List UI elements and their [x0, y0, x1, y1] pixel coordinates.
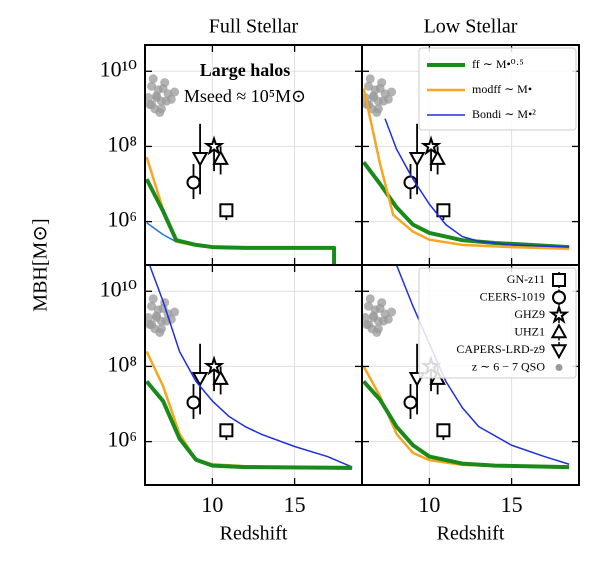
x-tick-label: 10 — [418, 492, 440, 517]
panel-frame — [144, 264, 363, 486]
annotation: Large halos — [200, 60, 291, 80]
qso-point — [147, 100, 157, 110]
legend-label: ff ∼ M•⁰·⁵ — [472, 57, 524, 71]
y-tick-label: 10⁶ — [107, 427, 137, 452]
qso-point — [364, 301, 374, 311]
marker — [219, 203, 234, 218]
marker — [203, 355, 225, 376]
series-line — [395, 265, 570, 465]
qso-point — [147, 301, 157, 311]
series-line — [145, 156, 336, 265]
y-tick-label: 10⁶ — [107, 207, 137, 232]
qso-point — [373, 104, 383, 114]
series-line — [145, 178, 337, 265]
y-tick-label: 10⁸ — [107, 351, 137, 376]
y-tick-label: 10⁸ — [107, 131, 137, 156]
legend-marker — [552, 290, 566, 305]
qso-point — [378, 316, 388, 326]
qso-point — [369, 93, 379, 103]
legend-marker — [552, 273, 566, 287]
marker — [403, 395, 418, 410]
series-line — [362, 380, 570, 470]
marker — [408, 151, 426, 168]
qso-point — [148, 294, 158, 304]
qso-point — [156, 104, 166, 114]
qso-point — [387, 307, 397, 317]
panel-frame — [361, 264, 580, 486]
marker — [420, 135, 442, 156]
marker — [212, 369, 229, 385]
x-tick-label: 15 — [284, 492, 306, 517]
qso-point — [158, 83, 168, 93]
marker — [219, 423, 234, 438]
series-line — [145, 350, 353, 470]
qso-point — [145, 313, 153, 323]
qso-point — [170, 87, 180, 97]
series-line — [384, 118, 570, 248]
qso-point — [365, 294, 375, 304]
qso-point — [375, 83, 385, 93]
qso-point — [170, 307, 180, 317]
legend-label: CEERS-1019 — [480, 289, 545, 303]
qso-point — [152, 93, 162, 103]
legend-label: UHZ1 — [514, 324, 545, 338]
qso-point — [373, 324, 383, 334]
series-line — [362, 161, 570, 250]
x-tick-label: 15 — [501, 492, 523, 517]
marker — [212, 149, 229, 165]
legend-marker — [550, 323, 568, 339]
qso-point — [365, 74, 375, 84]
qso-point — [362, 313, 370, 323]
panel-title: Low Stellar — [424, 16, 518, 38]
legend-label: CAPERS-LRD-z9 — [456, 342, 545, 356]
legend-label: z ∼ 6 − 7 QSO — [472, 359, 545, 373]
plot-area — [145, 45, 362, 265]
qso-point — [387, 87, 397, 97]
marker — [186, 395, 201, 410]
qso-point — [147, 81, 157, 91]
marker — [191, 371, 209, 388]
y-axis-label: MBH[M⊙] — [30, 218, 52, 311]
series-line — [362, 365, 570, 470]
marker — [429, 149, 446, 165]
marker — [186, 175, 201, 190]
legend-box — [418, 267, 577, 379]
qso-point — [145, 93, 153, 103]
legend-label: GHZ9 — [514, 307, 545, 321]
y-tick-label: 10¹⁰ — [100, 56, 138, 81]
qso-point — [364, 81, 374, 91]
y-tick-label: 10¹⁰ — [100, 276, 138, 301]
plot-area — [145, 265, 362, 485]
marker — [436, 423, 451, 438]
qso-point — [156, 324, 166, 334]
marker — [191, 151, 209, 168]
legend-label: Bondi ∼ M•² — [472, 107, 536, 121]
qso-point — [375, 303, 385, 313]
legend-box — [418, 47, 577, 131]
qso-point — [148, 74, 158, 84]
panel-title: Full Stellar — [209, 16, 299, 38]
legend-marker — [555, 364, 563, 371]
legend-marker — [548, 303, 570, 324]
series-line — [149, 265, 353, 468]
qso-point — [152, 313, 162, 323]
annotation: Mseed ≈ 10⁵M⊙ — [184, 86, 306, 106]
qso-point — [161, 96, 171, 106]
x-tick-label: 10 — [201, 492, 223, 517]
qso-point — [147, 320, 157, 330]
legend-marker — [550, 344, 568, 360]
legend-label: modff ∼ M• — [472, 82, 532, 96]
series-line — [362, 88, 570, 250]
marker — [436, 203, 451, 218]
x-axis-label: Redshift — [220, 523, 288, 545]
series-line — [145, 380, 353, 470]
marker — [203, 135, 225, 156]
qso-point — [378, 96, 388, 106]
qso-point — [364, 320, 374, 330]
qso-point — [369, 313, 379, 323]
x-axis-label: Redshift — [437, 523, 505, 545]
legend-label: GN-z11 — [507, 272, 545, 286]
